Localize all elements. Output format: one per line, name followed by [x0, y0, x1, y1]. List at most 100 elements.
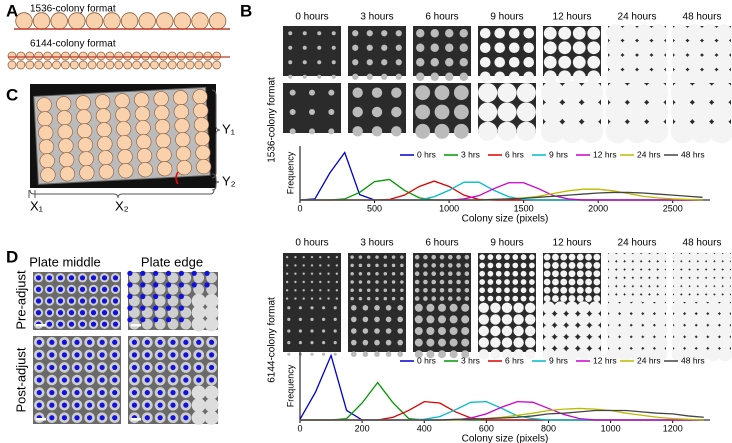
brace — [28, 190, 36, 198]
brace — [211, 89, 221, 179]
colony — [543, 286, 551, 294]
colony — [335, 255, 339, 259]
colony — [191, 317, 206, 332]
colony — [50, 12, 68, 30]
legend-label: 0 hrs — [417, 149, 436, 159]
colony — [395, 30, 402, 37]
colony — [438, 350, 446, 359]
colony — [487, 287, 494, 294]
colony — [157, 161, 173, 177]
colony — [525, 349, 536, 360]
time-label: 3 hours — [360, 238, 393, 249]
colony — [560, 100, 584, 124]
colony — [400, 263, 404, 268]
colony — [529, 270, 535, 277]
colony — [671, 300, 686, 315]
colony — [656, 276, 667, 288]
colony — [322, 317, 326, 321]
colony — [310, 329, 314, 333]
colony — [479, 270, 485, 277]
colony — [554, 313, 567, 326]
colony — [456, 279, 461, 285]
colony — [648, 268, 659, 279]
colony — [136, 134, 152, 150]
grid-dot — [86, 377, 93, 383]
grid-dot — [131, 352, 138, 358]
colony — [512, 270, 519, 277]
colony — [294, 297, 297, 300]
colony — [671, 323, 686, 339]
grid-dot — [57, 321, 64, 327]
colony — [167, 60, 177, 70]
colony — [644, 100, 669, 124]
colony — [694, 335, 710, 350]
colony — [75, 95, 91, 111]
colony — [391, 280, 396, 284]
colony — [439, 279, 445, 285]
x-tick-label: 2000 — [588, 203, 608, 213]
colony — [606, 38, 625, 57]
colony — [117, 149, 133, 165]
colony — [700, 53, 719, 72]
colony — [529, 279, 535, 285]
colony — [310, 264, 314, 267]
colony — [579, 80, 604, 105]
colony — [512, 254, 519, 260]
colony — [494, 42, 506, 54]
colony — [374, 351, 380, 358]
colony — [302, 289, 305, 292]
colony — [672, 276, 683, 288]
colony — [383, 280, 388, 284]
colony — [123, 60, 133, 70]
colony — [192, 89, 208, 105]
colony — [649, 24, 668, 43]
grid-dot — [178, 270, 184, 276]
colony — [714, 24, 732, 43]
colony — [713, 268, 724, 279]
colony — [504, 295, 510, 302]
colony — [688, 285, 699, 296]
colony — [585, 295, 592, 302]
colony — [593, 295, 601, 302]
colony-image — [413, 253, 471, 303]
colony — [713, 252, 724, 263]
colony — [623, 260, 634, 271]
colony — [77, 123, 93, 139]
colony-image — [543, 253, 601, 303]
colony — [568, 253, 576, 261]
grid-dot — [153, 293, 159, 300]
colony — [154, 105, 170, 121]
colony — [414, 296, 420, 301]
colony — [176, 160, 192, 176]
colony — [558, 55, 572, 69]
colony — [558, 41, 572, 55]
colony — [447, 287, 453, 293]
grid-dot — [68, 286, 75, 292]
colony — [298, 317, 302, 321]
colony — [478, 121, 498, 141]
colony — [38, 139, 55, 155]
colony — [520, 262, 527, 269]
colony — [96, 60, 106, 70]
grid-dot — [86, 352, 93, 358]
colony — [464, 263, 470, 268]
colony — [690, 100, 714, 124]
colony — [414, 338, 423, 347]
colony — [366, 296, 371, 301]
grid-dot — [208, 364, 215, 371]
colony — [98, 150, 114, 166]
colony — [385, 339, 392, 346]
colony — [577, 347, 590, 361]
grid-dot — [157, 352, 163, 358]
colony — [606, 300, 621, 315]
colony — [479, 27, 491, 39]
colony — [572, 70, 586, 84]
grid-dot — [101, 321, 108, 327]
colony — [137, 162, 153, 178]
grid-dot — [46, 298, 53, 304]
colony — [461, 303, 470, 312]
colony — [400, 296, 404, 301]
colony — [587, 41, 601, 55]
colony — [653, 312, 668, 327]
colony — [606, 24, 625, 43]
